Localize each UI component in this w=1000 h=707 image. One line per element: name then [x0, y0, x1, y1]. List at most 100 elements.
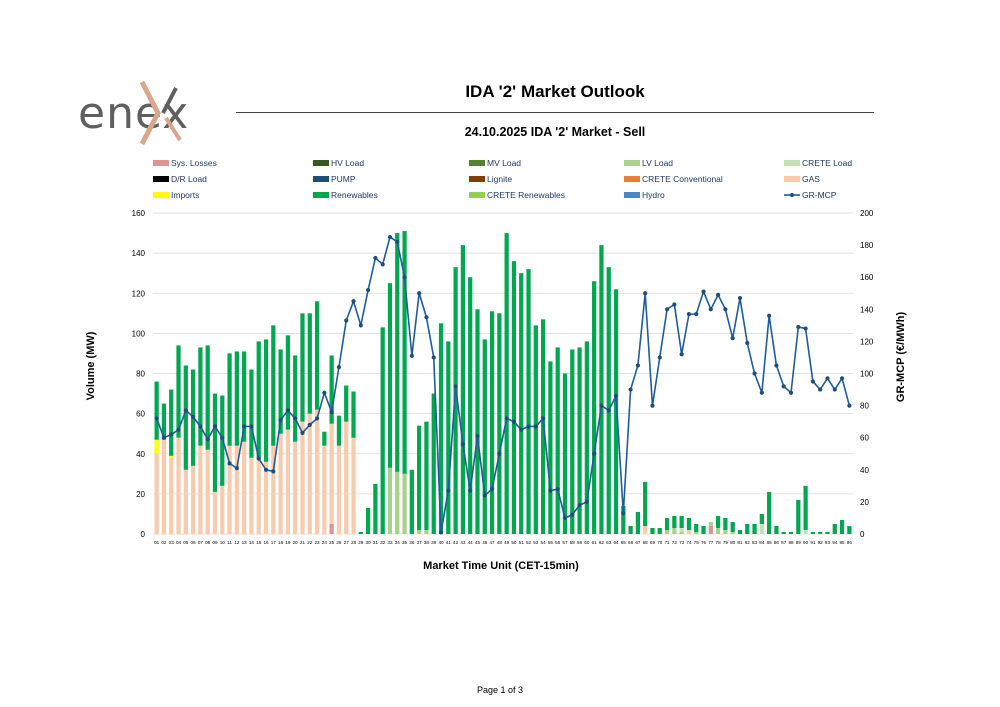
- bar-renewables: [271, 325, 276, 446]
- y-tick-label: 20: [136, 490, 145, 499]
- bar-gas: [154, 453, 159, 534]
- x-tick-label: 46: [482, 540, 488, 545]
- bar-lv-load: [402, 473, 407, 534]
- x-tick-label: 53: [533, 540, 539, 545]
- x-tick-label: 15: [256, 540, 262, 545]
- y2-tick-label: 60: [860, 434, 869, 443]
- legend-swatch-sys-losses: [153, 160, 169, 166]
- bar-renewables: [737, 529, 743, 534]
- x-tick-label: 52: [526, 540, 532, 545]
- mcp-point: [745, 340, 750, 346]
- bar-renewables: [694, 523, 699, 532]
- legend-label-d-r-load: D/R Load: [171, 174, 207, 184]
- x-tick-label: 26: [336, 540, 342, 545]
- mcp-point: [847, 403, 852, 408]
- mcp-point: [635, 363, 640, 368]
- mcp-point: [599, 403, 604, 408]
- y-tick-label: 40: [136, 450, 145, 459]
- bar-gas: [686, 529, 692, 534]
- mcp-point: [234, 466, 239, 471]
- mcp-point: [621, 511, 626, 516]
- mcp-point: [453, 384, 458, 389]
- x-tick-label: 79: [723, 540, 729, 545]
- mcp-point: [643, 291, 648, 296]
- bar-renewables: [759, 513, 764, 524]
- mcp-point: [519, 427, 524, 432]
- legend-swatch-lv-load: [624, 160, 640, 166]
- x-tick-label: 95: [840, 540, 846, 545]
- x-tick-label: 58: [570, 540, 576, 545]
- bar-renewables: [409, 469, 414, 534]
- mcp-point: [438, 530, 444, 535]
- mcp-point: [664, 307, 670, 312]
- mcp-point: [242, 424, 247, 429]
- bar-renewables: [723, 517, 728, 530]
- bar-renewables: [548, 361, 553, 534]
- bar-lv-load: [664, 529, 670, 534]
- bar-renewables: [293, 355, 298, 442]
- bar-renewables: [606, 267, 611, 534]
- bar-gas: [242, 441, 247, 534]
- bar-renewables: [686, 517, 692, 530]
- mcp-point: [263, 467, 269, 472]
- x-tick-label: 90: [803, 540, 809, 545]
- x-tick-label: 37: [417, 540, 423, 545]
- legend-label-gas: GAS: [802, 174, 820, 184]
- bar-renewables: [387, 283, 393, 468]
- bar-gas: [190, 465, 196, 534]
- bar-gas: [249, 457, 254, 534]
- bar-renewables: [657, 527, 662, 534]
- x-tick-label: 24: [322, 540, 328, 545]
- bar-renewables: [489, 311, 495, 534]
- bar-crete-load: [759, 523, 764, 534]
- mcp-point: [402, 275, 407, 280]
- y2-tick-label: 180: [860, 241, 874, 250]
- x-tick-label: 63: [606, 540, 612, 545]
- mcp-point: [810, 379, 815, 384]
- legend-label-hv-load: HV Load: [331, 158, 364, 168]
- legend-label-sys-losses: Sys. Losses: [171, 158, 217, 168]
- x-tick-label: 01: [154, 540, 160, 545]
- bar-renewables: [278, 349, 283, 434]
- chart-legend: Sys. Losses HV Load MV Load LV Load CRETE Lo…: [153, 158, 852, 200]
- x-tick-label: 72: [672, 540, 678, 545]
- x-tick-label: 11: [227, 540, 232, 545]
- mcp-point: [825, 376, 830, 381]
- y2-tick-label: 20: [860, 498, 869, 507]
- bar-renewables: [256, 341, 261, 458]
- x-tick-label: 10: [220, 540, 226, 545]
- x-tick-label: 44: [468, 540, 474, 545]
- mcp-point: [293, 416, 298, 421]
- mcp-point: [227, 461, 232, 466]
- x-tick-label: 12: [234, 540, 240, 545]
- y2-tick-label: 160: [860, 273, 874, 282]
- bar-renewables: [365, 507, 371, 534]
- bar-renewables: [424, 421, 429, 530]
- mcp-point: [271, 469, 276, 474]
- y-tick-label: 100: [132, 329, 146, 338]
- bar-lv-load: [708, 521, 713, 526]
- bar-gas: [198, 445, 203, 534]
- x-tick-label: 17: [271, 540, 277, 545]
- bar-renewables: [446, 341, 451, 534]
- x-tick-label: 35: [402, 540, 408, 545]
- y2-tick-label: 100: [860, 370, 874, 379]
- x-tick-label: 66: [628, 540, 634, 545]
- bar-renewables: [774, 525, 779, 534]
- bar-renewables: [176, 345, 181, 438]
- mcp-point: [344, 318, 349, 323]
- mcp-point: [533, 424, 538, 429]
- bar-renewables: [249, 369, 254, 458]
- mcp-point: [329, 409, 334, 415]
- mcp-point: [380, 262, 385, 267]
- chart-bars: [154, 231, 852, 534]
- mcp-point: [504, 416, 509, 421]
- mcp-point: [730, 336, 735, 341]
- bar-gas: [329, 423, 334, 524]
- bar-crete-load: [679, 527, 684, 532]
- legend-marker-gr-mcp: [789, 192, 795, 198]
- bar-lv-load: [730, 531, 735, 534]
- mcp-point: [723, 307, 728, 312]
- x-tick-label: 69: [650, 540, 656, 545]
- mcp-point: [759, 390, 764, 395]
